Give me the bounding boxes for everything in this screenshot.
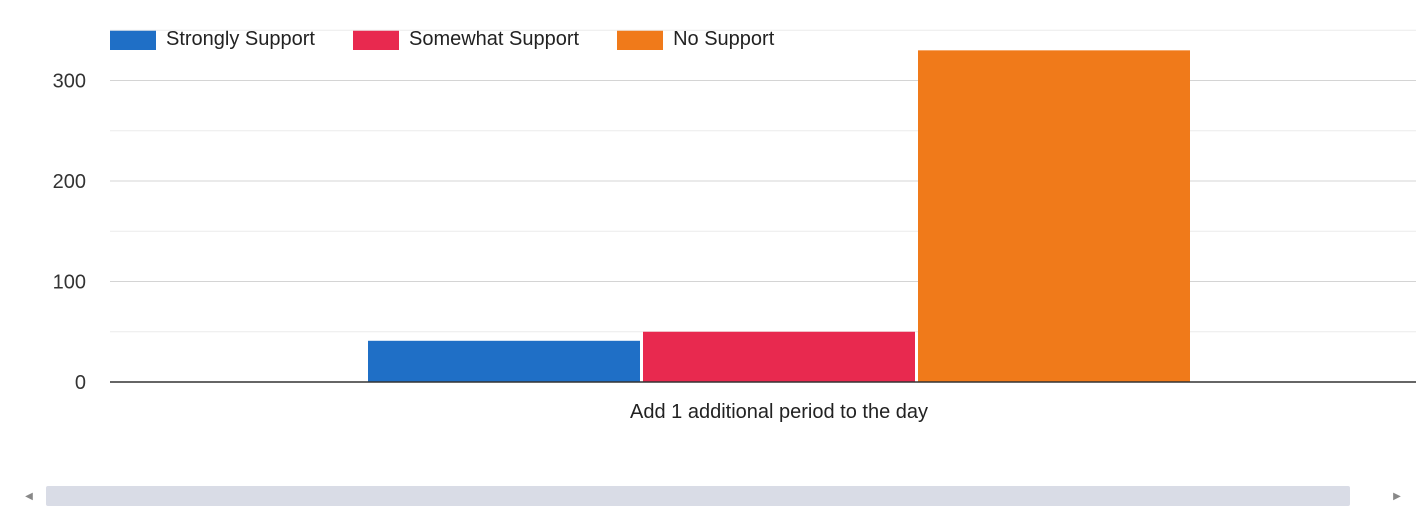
horizontal-scrollbar[interactable]: ◀ ▶ <box>0 484 1426 508</box>
legend-item-no-support: No Support <box>617 28 774 51</box>
y-tick-label: 0 <box>75 372 86 394</box>
y-tick-label: 300 <box>53 71 86 93</box>
bar-somewhat-support <box>643 331 915 382</box>
x-category-label: Add 1 additional period to the day <box>630 401 928 423</box>
legend-swatch-strongly-support <box>110 29 156 50</box>
legend-swatch-no-support <box>617 29 664 50</box>
legend-label-somewhat-support: Somewhat Support <box>408 28 580 50</box>
scroll-left-arrow-icon[interactable]: ◀ <box>25 490 33 502</box>
legend-item-somewhat-support: Somewhat Support <box>352 28 580 51</box>
y-tick-label: 200 <box>53 171 86 193</box>
bar-chart: 0 100 200 300 Add 1 additional period to the… <box>53 29 1416 423</box>
scrollbar-thumb[interactable] <box>46 486 1350 506</box>
legend-label-no-support: No Support <box>673 28 775 50</box>
legend-swatch-somewhat-support <box>352 29 399 50</box>
legend-item-strongly-support: Strongly Support <box>110 28 315 51</box>
chart-legend: Strongly Support Somewhat Support No Sup… <box>110 28 812 51</box>
bar-no-support <box>918 50 1190 382</box>
scroll-right-arrow-icon[interactable]: ▶ <box>1393 490 1401 502</box>
y-tick-label: 100 <box>53 272 86 294</box>
bar-strongly-support <box>368 340 640 382</box>
legend-label-strongly-support: Strongly Support <box>166 28 315 50</box>
